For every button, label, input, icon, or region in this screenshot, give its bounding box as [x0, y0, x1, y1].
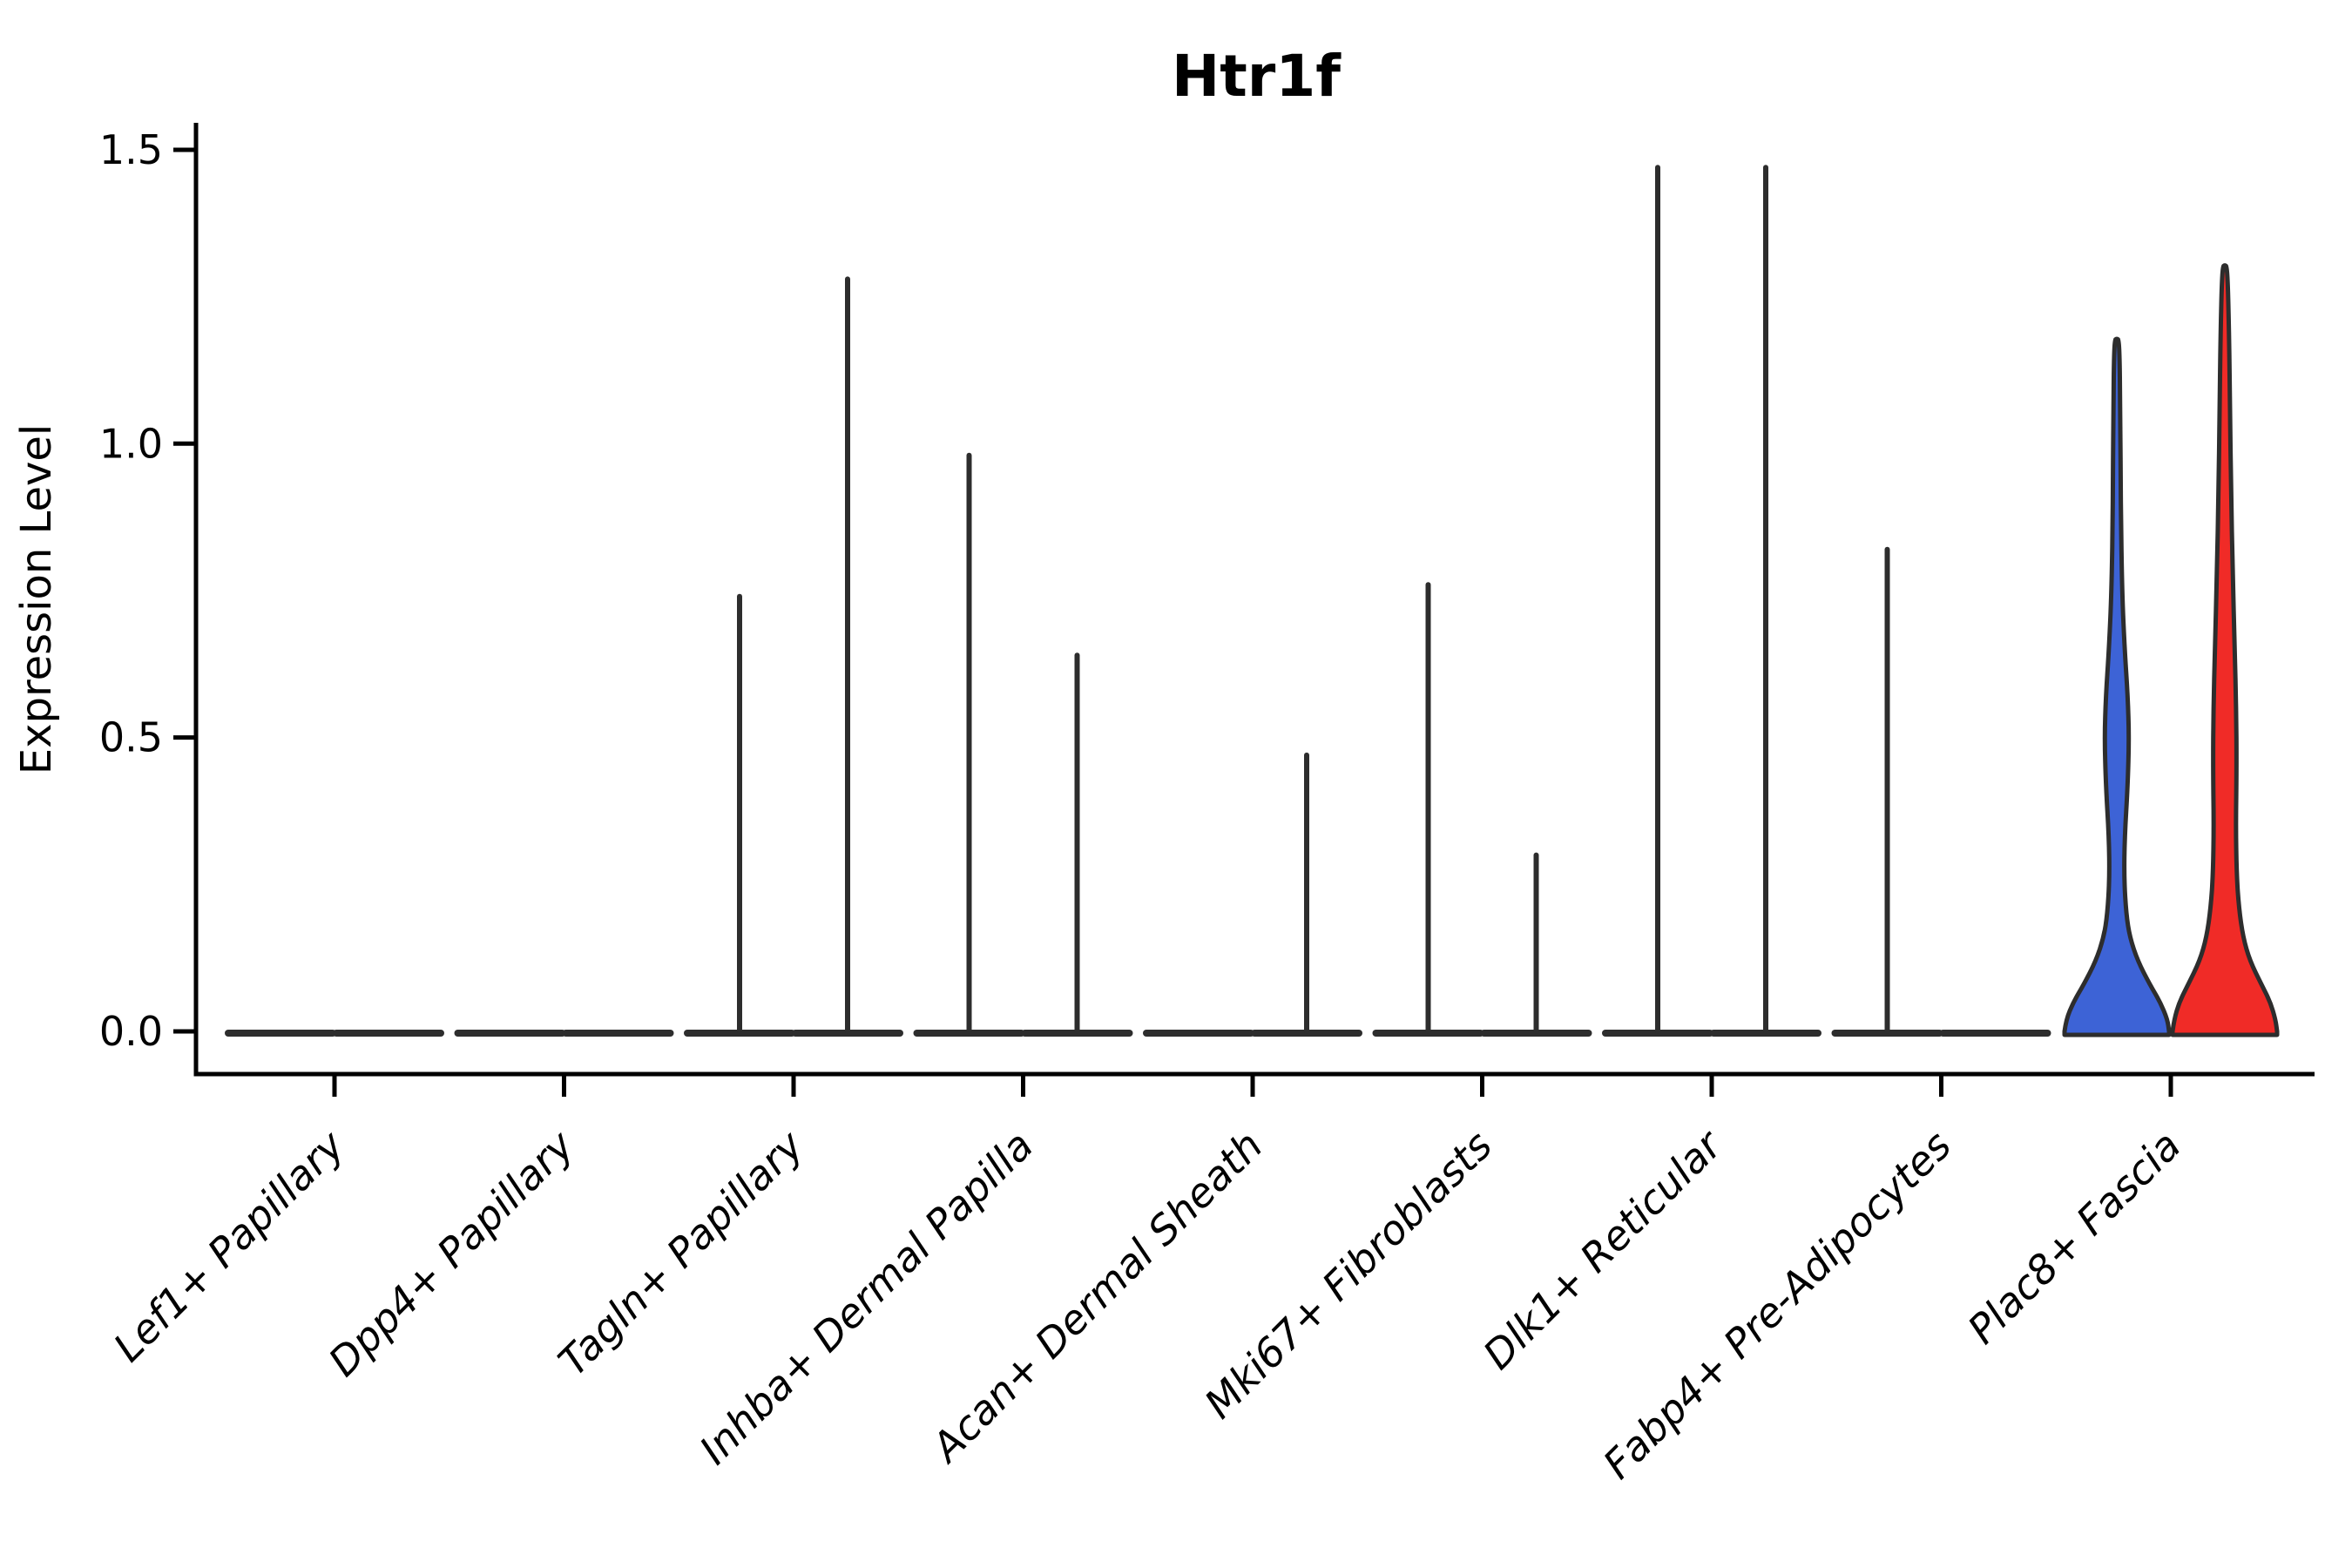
y-tick-labels: 0.0 0.5 1.0 1.5 [99, 126, 163, 1055]
chart-title: Htr1f [1172, 43, 1342, 110]
x-tick-label: Lef1+ Papillary [105, 1121, 354, 1370]
x-tick-label: Tagln+ Papillary [549, 1121, 813, 1385]
axis-spines [193, 123, 2315, 1077]
x-tick-label: Dlk1+ Reticular [1474, 1119, 1733, 1378]
y-tick-label: 1.0 [99, 420, 163, 467]
axes [173, 123, 2315, 1097]
violin-filled-red [2170, 263, 2280, 1037]
x-tick-label: Dpp4+ Papillary [320, 1121, 584, 1385]
y-axis-label: Expression Level [12, 424, 61, 775]
violins-layer [225, 165, 2280, 1037]
y-tick-label: 0.0 [99, 1008, 163, 1055]
violin-filled-blue [2062, 336, 2172, 1037]
x-tick-label: Plac8+ Fascia [1958, 1122, 2189, 1353]
y-tick-label: 0.5 [99, 714, 163, 761]
y-tick-label: 1.5 [99, 126, 163, 173]
